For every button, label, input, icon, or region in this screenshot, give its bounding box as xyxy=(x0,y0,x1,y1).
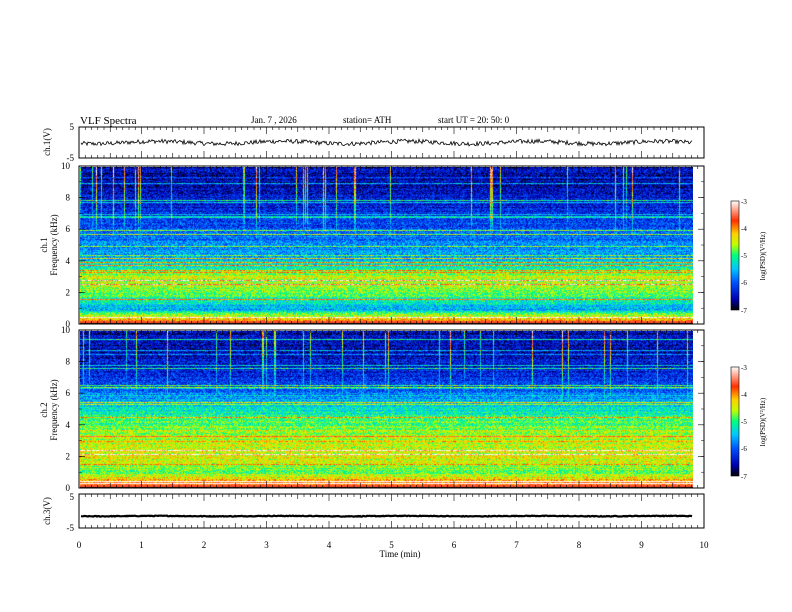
x-tick-label-6: 6 xyxy=(452,540,457,550)
ch3-ytick-top: 5 xyxy=(70,492,75,502)
ch1-waveform-line xyxy=(80,138,693,147)
x-axis-label: Time (min) xyxy=(380,549,421,559)
start-time-label: start UT = 20: 50: 0 xyxy=(438,115,510,125)
x-tick-label-9: 9 xyxy=(639,540,644,550)
x-tick-label-8: 8 xyxy=(577,540,582,550)
ch1-cbtick-m3: -3 xyxy=(741,198,747,206)
spec1-ytick-label-6: 6 xyxy=(66,224,71,234)
ch2-colorbar-gradient xyxy=(730,366,740,477)
ch2-colorbar-label: log(PSD)(V²/Hz) xyxy=(759,397,767,446)
ch3-waveform-line xyxy=(80,514,693,518)
ch1-cbtick-m7: -7 xyxy=(741,307,747,315)
station-label: station= ATH xyxy=(343,115,392,125)
ch1-waveform-ylabel: ch.1(V) xyxy=(42,128,52,156)
ch3-ytick-bottom: -5 xyxy=(67,523,75,533)
spec1-ytick-label-10: 10 xyxy=(61,161,71,171)
ch3-waveform-ylabel: ch.3(V) xyxy=(42,497,52,525)
x-tick-label-7: 7 xyxy=(514,540,519,550)
ch1-colorbar-label: log(PSD)(V²/Hz) xyxy=(759,231,767,280)
spec1-ytick-label-8: 8 xyxy=(66,193,71,203)
ch1-spectrogram-image xyxy=(80,167,693,324)
spec2-ytick-label-8: 8 xyxy=(66,357,71,367)
spec2-ytick-label-0: 0 xyxy=(66,483,71,493)
ch1-spectrogram-channel-label: ch.1 xyxy=(39,237,49,252)
ch3-waveform-panel: 5 -5 ch.3(V) xyxy=(42,492,705,533)
x-tick-label-4: 4 xyxy=(327,540,332,550)
ch1-cbtick-m4: -4 xyxy=(741,225,747,233)
x-tick-label-1: 1 xyxy=(139,540,144,550)
ch1-cbtick-m5: -5 xyxy=(741,252,747,260)
ch2-cbtick-m6: -6 xyxy=(741,445,747,453)
ch1-spectrogram-panel: 0 2 4 6 8 10 ch.1 Frequency (kHz) xyxy=(39,161,705,329)
spec2-ytick-label-2: 2 xyxy=(66,451,71,461)
ch1-colorbar-gradient xyxy=(730,200,740,311)
x-tick-label-10: 10 xyxy=(700,540,710,550)
x-tick-label-0: 0 xyxy=(77,540,82,550)
figure-title: VLF Spectra xyxy=(80,115,137,127)
ch2-spectrogram-panel: 0 2 4 6 8 10 ch.2 Frequency (kHz) xyxy=(39,325,705,493)
ch2-frequency-ylabel: Frequency (kHz) xyxy=(49,379,59,440)
ch1-ytick-bottom: -5 xyxy=(67,153,75,163)
x-axis-tick-labels: 0 1 2 3 4 5 6 7 8 9 10 xyxy=(77,540,709,550)
ch2-cbtick-m7: -7 xyxy=(741,473,747,481)
spec1-ytick-label-2: 2 xyxy=(66,287,71,297)
spec1-ytick-label-4: 4 xyxy=(66,256,71,266)
ch2-spectrogram-image xyxy=(80,331,693,488)
ch2-cbtick-m4: -4 xyxy=(741,391,747,399)
ch1-waveform-panel: 5 -5 ch.1(V) xyxy=(42,122,705,163)
x-tick-label-5: 5 xyxy=(389,540,394,550)
x-tick-label-3: 3 xyxy=(264,540,269,550)
ch2-cbtick-m3: -3 xyxy=(741,364,747,372)
ch2-cbtick-m5: -5 xyxy=(741,418,747,426)
date-label: Jan. 7 , 2026 xyxy=(251,115,297,125)
spec2-ytick-label-6: 6 xyxy=(66,388,71,398)
spec2-ytick-label-10: 10 xyxy=(61,325,71,335)
spec2-ytick-label-4: 4 xyxy=(66,420,71,430)
ch1-cbtick-m6: -6 xyxy=(741,279,747,287)
ch1-ytick-top: 5 xyxy=(70,122,75,132)
ch1-frequency-ylabel: Frequency (kHz) xyxy=(49,214,59,275)
spec1-ytick-label-0: 0 xyxy=(66,319,71,329)
x-tick-label-2: 2 xyxy=(202,540,207,550)
ch1-colorbar: -3 -4 -5 -6 -7 log(PSD)(V²/Hz) xyxy=(730,198,767,315)
ch2-colorbar: -3 -4 -5 -6 -7 log(PSD)(V²/Hz) xyxy=(730,364,767,481)
ch2-spectrogram-channel-label: ch.2 xyxy=(39,402,49,417)
